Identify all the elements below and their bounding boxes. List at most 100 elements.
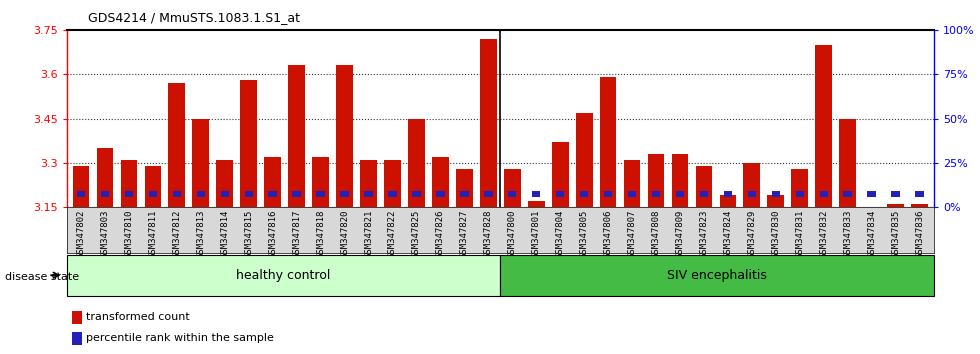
Text: GSM347809: GSM347809 <box>675 210 684 258</box>
Bar <box>696 166 712 207</box>
Text: GSM347830: GSM347830 <box>771 210 780 258</box>
Bar <box>887 204 904 207</box>
Bar <box>723 191 732 197</box>
Bar <box>576 113 593 207</box>
Text: GSM347831: GSM347831 <box>796 210 805 258</box>
Bar <box>121 160 137 207</box>
Text: GSM347803: GSM347803 <box>101 210 110 258</box>
Text: GSM347807: GSM347807 <box>627 210 637 258</box>
Text: GSM347836: GSM347836 <box>915 210 924 258</box>
Bar <box>461 191 468 197</box>
Bar <box>240 80 257 207</box>
Text: transformed count: transformed count <box>86 312 190 322</box>
Text: GSM347812: GSM347812 <box>172 210 181 258</box>
Text: GSM347810: GSM347810 <box>124 210 133 258</box>
Text: GSM347808: GSM347808 <box>652 210 661 258</box>
Bar <box>532 191 540 197</box>
Bar <box>197 191 205 197</box>
Bar <box>269 191 277 197</box>
Bar <box>76 191 85 197</box>
Bar <box>815 45 832 207</box>
Bar <box>792 169 808 207</box>
Text: GSM347814: GSM347814 <box>220 210 229 258</box>
Bar <box>623 160 641 207</box>
Bar <box>528 201 545 207</box>
Text: GDS4214 / MmuSTS.1083.1.S1_at: GDS4214 / MmuSTS.1083.1.S1_at <box>88 11 300 24</box>
Bar <box>748 191 756 197</box>
Bar <box>648 154 664 207</box>
Text: GSM347826: GSM347826 <box>436 210 445 258</box>
Bar <box>432 157 449 207</box>
Text: GSM347829: GSM347829 <box>748 210 757 258</box>
Text: GSM347805: GSM347805 <box>579 210 589 258</box>
Bar <box>292 191 301 197</box>
Text: percentile rank within the sample: percentile rank within the sample <box>86 333 274 343</box>
Bar <box>771 191 780 197</box>
Text: GSM347828: GSM347828 <box>484 210 493 258</box>
Text: GSM347817: GSM347817 <box>292 210 301 258</box>
Bar <box>217 160 233 207</box>
Bar <box>149 191 157 197</box>
Bar <box>245 191 253 197</box>
Bar <box>796 191 804 197</box>
Text: GSM347801: GSM347801 <box>532 210 541 258</box>
Bar <box>867 191 876 197</box>
Bar <box>384 160 401 207</box>
Bar <box>72 332 82 345</box>
Bar <box>700 191 709 197</box>
Bar <box>172 191 181 197</box>
Text: GSM347818: GSM347818 <box>317 210 325 258</box>
Text: disease state: disease state <box>5 272 79 282</box>
Bar <box>340 191 349 197</box>
Text: GSM347804: GSM347804 <box>556 210 564 258</box>
Bar <box>365 191 372 197</box>
Text: GSM347813: GSM347813 <box>196 210 205 258</box>
Text: SIV encephalitis: SIV encephalitis <box>667 269 767 282</box>
Bar <box>336 65 353 207</box>
Bar <box>456 169 472 207</box>
Bar <box>501 255 934 296</box>
Bar <box>652 191 661 197</box>
Bar <box>144 166 162 207</box>
Bar <box>744 163 760 207</box>
Text: GSM347811: GSM347811 <box>148 210 158 258</box>
Text: GSM347800: GSM347800 <box>508 210 516 258</box>
Bar <box>413 191 420 197</box>
Bar <box>72 311 82 324</box>
Bar <box>436 191 445 197</box>
Bar <box>288 65 305 207</box>
Text: GSM347833: GSM347833 <box>843 210 853 258</box>
Bar <box>124 191 133 197</box>
Bar <box>844 191 852 197</box>
Text: GSM347820: GSM347820 <box>340 210 349 258</box>
Bar <box>676 191 684 197</box>
Bar <box>388 191 397 197</box>
Text: GSM347825: GSM347825 <box>412 210 421 258</box>
Text: GSM347835: GSM347835 <box>891 210 900 258</box>
Bar <box>220 191 229 197</box>
Bar <box>67 255 501 296</box>
Bar <box>671 154 688 207</box>
Bar <box>408 119 424 207</box>
Bar <box>169 83 185 207</box>
Text: GSM347827: GSM347827 <box>460 210 468 258</box>
Text: healthy control: healthy control <box>236 269 330 282</box>
Bar <box>480 39 497 207</box>
Bar <box>839 119 857 207</box>
Text: GSM347824: GSM347824 <box>723 210 732 258</box>
Text: GSM347802: GSM347802 <box>76 210 85 258</box>
Text: GSM347806: GSM347806 <box>604 210 612 258</box>
Bar <box>101 191 109 197</box>
Bar <box>915 191 924 197</box>
Text: GSM347815: GSM347815 <box>244 210 253 258</box>
Bar <box>892 191 900 197</box>
Text: GSM347822: GSM347822 <box>388 210 397 258</box>
Text: GSM347816: GSM347816 <box>269 210 277 258</box>
Bar <box>192 119 209 207</box>
Bar <box>317 191 324 197</box>
Bar <box>628 191 636 197</box>
Bar <box>97 148 114 207</box>
Bar <box>604 191 612 197</box>
Bar <box>719 195 736 207</box>
Bar <box>819 191 828 197</box>
